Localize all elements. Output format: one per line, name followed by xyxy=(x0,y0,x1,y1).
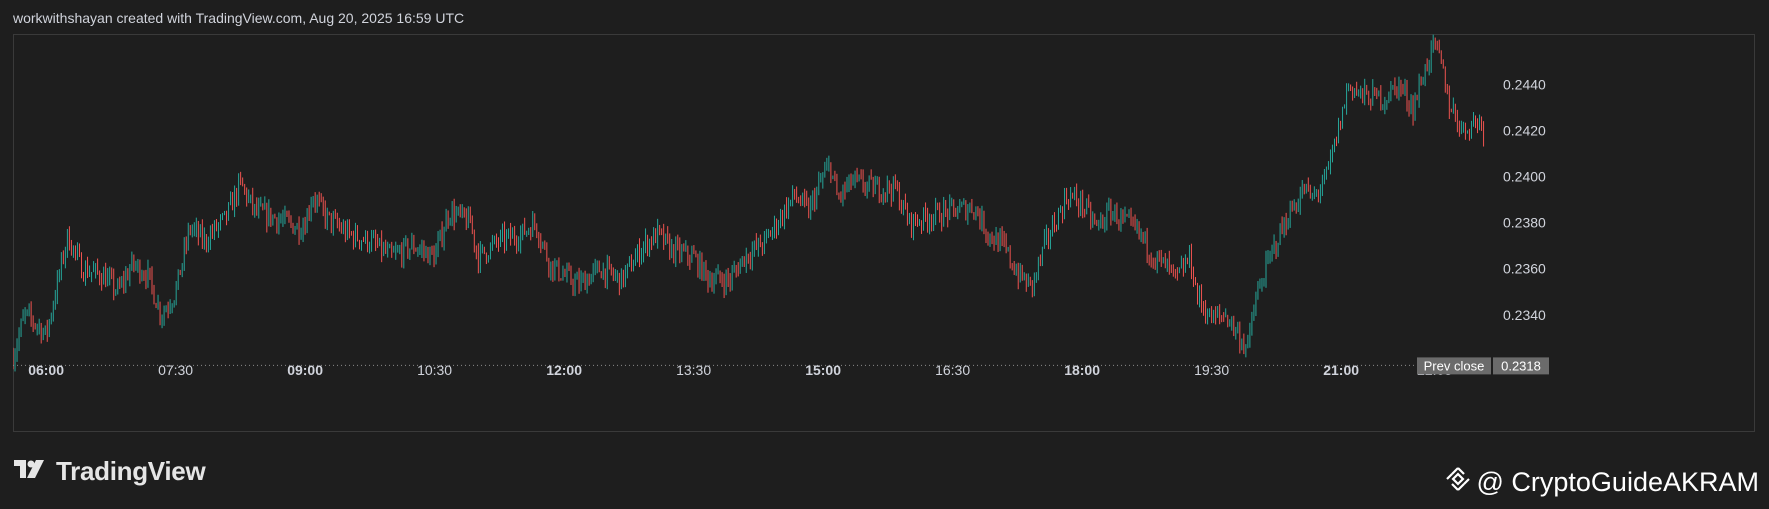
watermark-text: @ CryptoGuideAKRAM xyxy=(1476,467,1760,497)
time-tick-label: 19:30 xyxy=(1194,362,1229,378)
price-tick-label: 0.2420 xyxy=(1503,123,1546,139)
prev-close-value: 0.2318 xyxy=(1501,358,1541,373)
time-axis[interactable]: 06:00 07:30 09:00 10:30 12:00 13:30 15:00 16:30… xyxy=(28,362,1452,378)
time-tick-label: 18:00 xyxy=(1064,362,1100,378)
tradingview-logo-icon xyxy=(14,458,48,485)
time-tick-label: 13:30 xyxy=(676,362,711,378)
chart-caption: workwithshayan created with TradingView.… xyxy=(13,10,465,26)
price-chart[interactable]: 0.2340 0.2360 0.2380 0.2400 0.2420 0.2440 06:… xyxy=(13,34,1755,432)
price-tick-label: 0.2440 xyxy=(1503,77,1546,93)
chart-frame xyxy=(13,34,1755,432)
time-tick-label: 09:00 xyxy=(287,362,323,378)
prev-close-badge: Prev close 0.2318 xyxy=(1417,357,1549,375)
time-tick-label: 16:30 xyxy=(935,362,970,378)
tradingview-logo-text: TradingView xyxy=(56,456,206,486)
tradingview-logo[interactable]: TradingView xyxy=(14,456,206,487)
price-tick-label: 0.2400 xyxy=(1503,169,1546,185)
price-tick-label: 0.2340 xyxy=(1503,307,1546,323)
watermark: @ CryptoGuideAKRAM xyxy=(1445,466,1760,499)
time-tick-label: 07:30 xyxy=(158,362,193,378)
price-tick-label: 0.2380 xyxy=(1503,215,1546,231)
time-tick-label: 21:00 xyxy=(1323,362,1359,378)
price-axis[interactable]: 0.2340 0.2360 0.2380 0.2400 0.2420 0.2440 xyxy=(1503,77,1546,323)
price-tick-label: 0.2360 xyxy=(1503,261,1546,277)
candles-layer xyxy=(13,34,1485,372)
time-tick-label: 15:00 xyxy=(805,362,841,378)
time-tick-label: 12:00 xyxy=(546,362,582,378)
prev-close-label: Prev close xyxy=(1424,358,1485,373)
time-tick-label: 10:30 xyxy=(417,362,452,378)
binance-diamond-icon xyxy=(1445,466,1471,499)
time-tick-label: 06:00 xyxy=(28,362,64,378)
